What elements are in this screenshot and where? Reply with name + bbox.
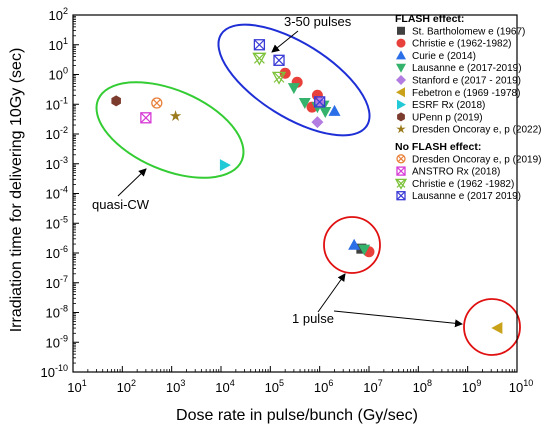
y-tick-label: 10-9 [46,333,68,350]
arrow-quasi-cw [117,168,147,197]
x-tick-label: 1010 [509,378,533,395]
y-tick-label: 10-10 [41,363,68,380]
y-tick-label: 10-1 [46,95,68,112]
x-tick-label: 103 [166,378,185,395]
data-point-series-7 [111,95,121,107]
data-point-series-3 [358,244,371,256]
legend-marker [396,124,406,134]
legend-label: St. Bartholomew e (1967) [412,26,525,37]
y-tick-label: 10-6 [46,244,68,261]
legend-label: Lausanne e (2017-2019) [412,63,522,74]
legend-label: ESRF Rx (2018) [412,100,485,111]
legend-label: Christie e (1962-1982) [412,39,512,50]
y-tick-label: 10-2 [46,125,68,142]
data-point-series-5 [491,322,503,335]
data-point-series-3 [298,98,311,110]
legend-label: ANSTRO Rx (2018) [412,167,500,178]
legend-marker [397,26,405,35]
x-axis-label: Dose rate in pulse/bunch (Gy/sec) [176,407,418,424]
data-points [111,39,503,335]
data-point-series-6 [219,159,231,172]
data-point-series-3 [319,106,332,118]
data-point-series-2 [328,104,341,116]
legend-label: Febetron e (1969 -1978) [412,88,520,99]
y-tick-label: 102 [49,6,68,23]
circle-1-pulse-febetron [463,298,521,356]
legend-marker [396,38,406,48]
y-tick-label: 10-5 [46,214,68,231]
data-point-series-12 [253,39,266,51]
legend-marker [396,87,405,98]
ellipse-3-50-pulses [217,23,371,137]
data-point-series-10 [140,112,152,124]
ellipse-quasi-cw [95,81,245,179]
legend-label: UPenn p (2019) [412,112,483,123]
annotation-3-50-pulses: 3-50 pulses [284,14,352,29]
data-point-series-2 [348,238,361,250]
data-point-series-11 [271,71,287,85]
legend-marker [396,191,406,201]
data-point-series-8 [169,110,182,121]
legend-label: Dresden Oncoray e, p (2019) [412,154,542,165]
x-tick-label: 102 [117,378,136,395]
y-tick-label: 10-4 [46,185,68,202]
axis-ticks: 101 102 103 104 105 106 107 108 109 1010 102 101 100… [41,6,534,395]
annotation-1-pulse: 1 pulse [292,311,334,326]
legend: FLASH effect:St. Bartholomew e (1967) Chr… [394,13,542,202]
y-tick-label: 10-3 [46,155,68,172]
legend-label: Christie e (1962 -1982) [412,179,514,190]
data-point-series-12 [273,54,285,66]
data-point-series-9 [151,97,163,109]
circle-1-pulse-electron [323,216,381,274]
data-point-series-3 [287,83,300,95]
legend-marker [396,50,406,60]
plot-frame [72,14,518,373]
legend-marker [394,178,408,190]
data-point-series-11 [252,52,267,66]
legend-group-title: FLASH effect: [395,13,464,25]
annotation-arrows [117,30,463,328]
x-tick-label: 101 [67,378,86,395]
y-tick-label: 101 [49,36,68,53]
arrow-1-pulse-upper [317,273,346,313]
arrow-1-pulse-right [333,310,463,328]
legend-label: Lausanne e (2017 2019) [412,191,521,202]
data-point-series-4 [311,116,324,129]
x-tick-label: 109 [462,378,481,395]
y-tick-label: 10-7 [46,274,68,291]
y-axis-label: Irradiation time for delivering 10Gy (se… [8,48,25,333]
legend-label: Dresden Oncoray e, p (2022) [412,125,542,136]
group-ellipses [95,23,521,356]
annotation-quasi-cw: quasi-CW [92,197,150,212]
legend-marker [397,112,405,122]
y-tick-label: 10-8 [46,304,68,321]
legend-marker [396,63,406,73]
y-tick-label: 100 [49,66,68,83]
x-tick-label: 105 [265,378,284,395]
x-tick-label: 104 [215,378,234,395]
x-tick-label: 106 [314,378,333,395]
legend-marker [396,154,406,164]
legend-marker [397,99,406,110]
x-tick-label: 107 [363,378,382,395]
legend-label: Curie e (2014) [412,51,476,62]
legend-group-title: No FLASH effect: [395,141,481,153]
legend-label: Stanford e (2017 - 2019) [412,76,521,87]
legend-marker [396,75,406,85]
legend-marker [396,166,406,176]
x-tick-label: 108 [413,378,432,395]
arrow-3-50-pulses [271,30,299,53]
data-point-series-12 [314,96,326,108]
